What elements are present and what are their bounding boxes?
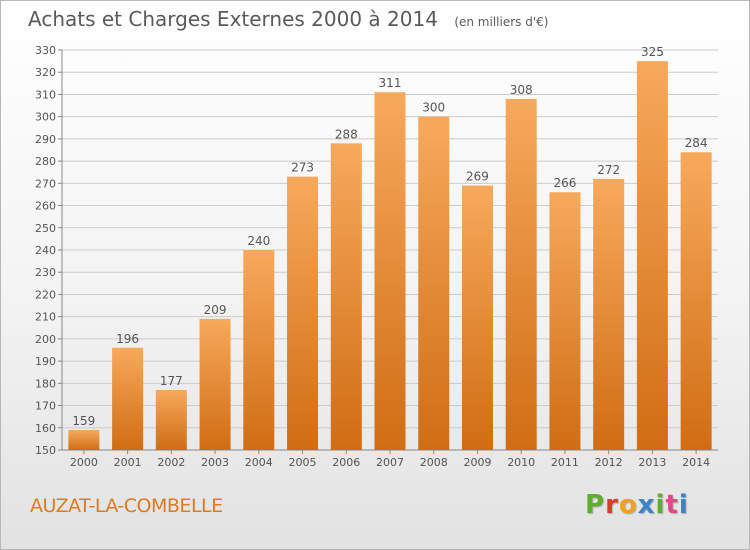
logo-letter: i [655, 490, 666, 520]
x-tick-label: 2002 [157, 456, 185, 469]
data-label-2008: 300 [422, 101, 445, 115]
bar-2011 [549, 192, 581, 450]
logo-letter: r [605, 490, 619, 520]
data-label-2011: 266 [553, 176, 576, 190]
chart-subtitle: (en milliers d'€) [454, 15, 549, 29]
bar-2013 [636, 61, 668, 450]
y-tick-label: 220 [35, 288, 56, 301]
x-tick-label: 2009 [463, 456, 491, 469]
data-label-2013: 325 [641, 45, 664, 59]
data-label-2009: 269 [466, 170, 489, 184]
y-tick-label: 210 [35, 311, 56, 324]
bar-2006 [330, 143, 362, 451]
chart-title: Achats et Charges Externes 2000 à 2014 (… [28, 7, 548, 31]
bar-2003 [199, 318, 231, 450]
x-tick-label: 2007 [376, 456, 404, 469]
bar-2009 [461, 185, 493, 451]
x-tick-label: 2012 [595, 456, 623, 469]
bar-2012 [593, 178, 625, 450]
data-label-2000: 159 [72, 414, 95, 428]
y-tick-label: 150 [35, 444, 56, 457]
data-label-2012: 272 [597, 163, 620, 177]
y-tick-label: 240 [35, 244, 56, 257]
data-label-2006: 288 [335, 127, 358, 141]
data-label-2010: 308 [510, 83, 533, 97]
data-label-2005: 273 [291, 161, 314, 175]
bar-2010 [505, 98, 537, 450]
bar-2004 [243, 250, 275, 450]
y-tick-label: 160 [35, 422, 56, 435]
y-tick-label: 180 [35, 377, 56, 390]
y-tick-label: 260 [35, 200, 56, 213]
logo-letter: o [618, 490, 638, 520]
bars [68, 61, 712, 451]
logo-letter: P [585, 490, 606, 520]
data-label-2002: 177 [160, 374, 183, 388]
data-label-2014: 284 [685, 136, 708, 150]
y-tick-label: 230 [35, 266, 56, 279]
y-tick-label: 250 [35, 222, 56, 235]
data-label-2007: 311 [379, 76, 402, 90]
bar-2005 [287, 176, 319, 450]
x-tick-label: 2010 [507, 456, 535, 469]
bar-2008 [418, 116, 450, 451]
y-tick-label: 270 [35, 177, 56, 190]
logo-letter: t [665, 490, 679, 520]
x-tick-label: 2014 [682, 456, 710, 469]
x-tick-label: 2004 [245, 456, 273, 469]
bar-2001 [112, 347, 144, 450]
data-label-2001: 196 [116, 332, 139, 346]
y-tick-label: 310 [35, 88, 56, 101]
y-tick-label: 320 [35, 66, 56, 79]
data-label-2004: 240 [247, 234, 270, 248]
x-tick-label: 2008 [420, 456, 448, 469]
axes: 150 160 170 180 190 200 210 220 230 240 250 260 270 2… [35, 44, 718, 469]
bar-2002 [155, 390, 187, 450]
y-tick-label: 200 [35, 333, 56, 346]
data-label-2003: 209 [204, 303, 227, 317]
x-tick-label: 2000 [70, 456, 98, 469]
data-labels: 159 196 177 209 240 273 288 311 300 269 308 266 272 3… [72, 45, 707, 428]
y-tick-label: 330 [35, 44, 56, 57]
x-tick-label: 2005 [289, 456, 317, 469]
logo-letter: i [678, 490, 689, 520]
x-tick-label: 2011 [551, 456, 579, 469]
y-tick-label: 190 [35, 355, 56, 368]
y-tick-label: 300 [35, 111, 56, 124]
x-tick-label: 2003 [201, 456, 229, 469]
x-tick-label: 2006 [332, 456, 360, 469]
bar-2000 [68, 430, 100, 450]
logo-letter: x [637, 490, 656, 520]
y-tick-label: 290 [35, 133, 56, 146]
y-tick-label: 280 [35, 155, 56, 168]
bar-2014 [680, 152, 712, 450]
x-tick-label: 2001 [114, 456, 142, 469]
chart-title-text: Achats et Charges Externes 2000 à 2014 [28, 7, 438, 31]
x-tick-label: 2013 [638, 456, 666, 469]
y-tick-label: 170 [35, 400, 56, 413]
bar-2007 [374, 92, 406, 450]
proxiti-logo: Proxiti [585, 490, 689, 520]
place-name: AUZAT-LA-COMBELLE [30, 495, 223, 517]
